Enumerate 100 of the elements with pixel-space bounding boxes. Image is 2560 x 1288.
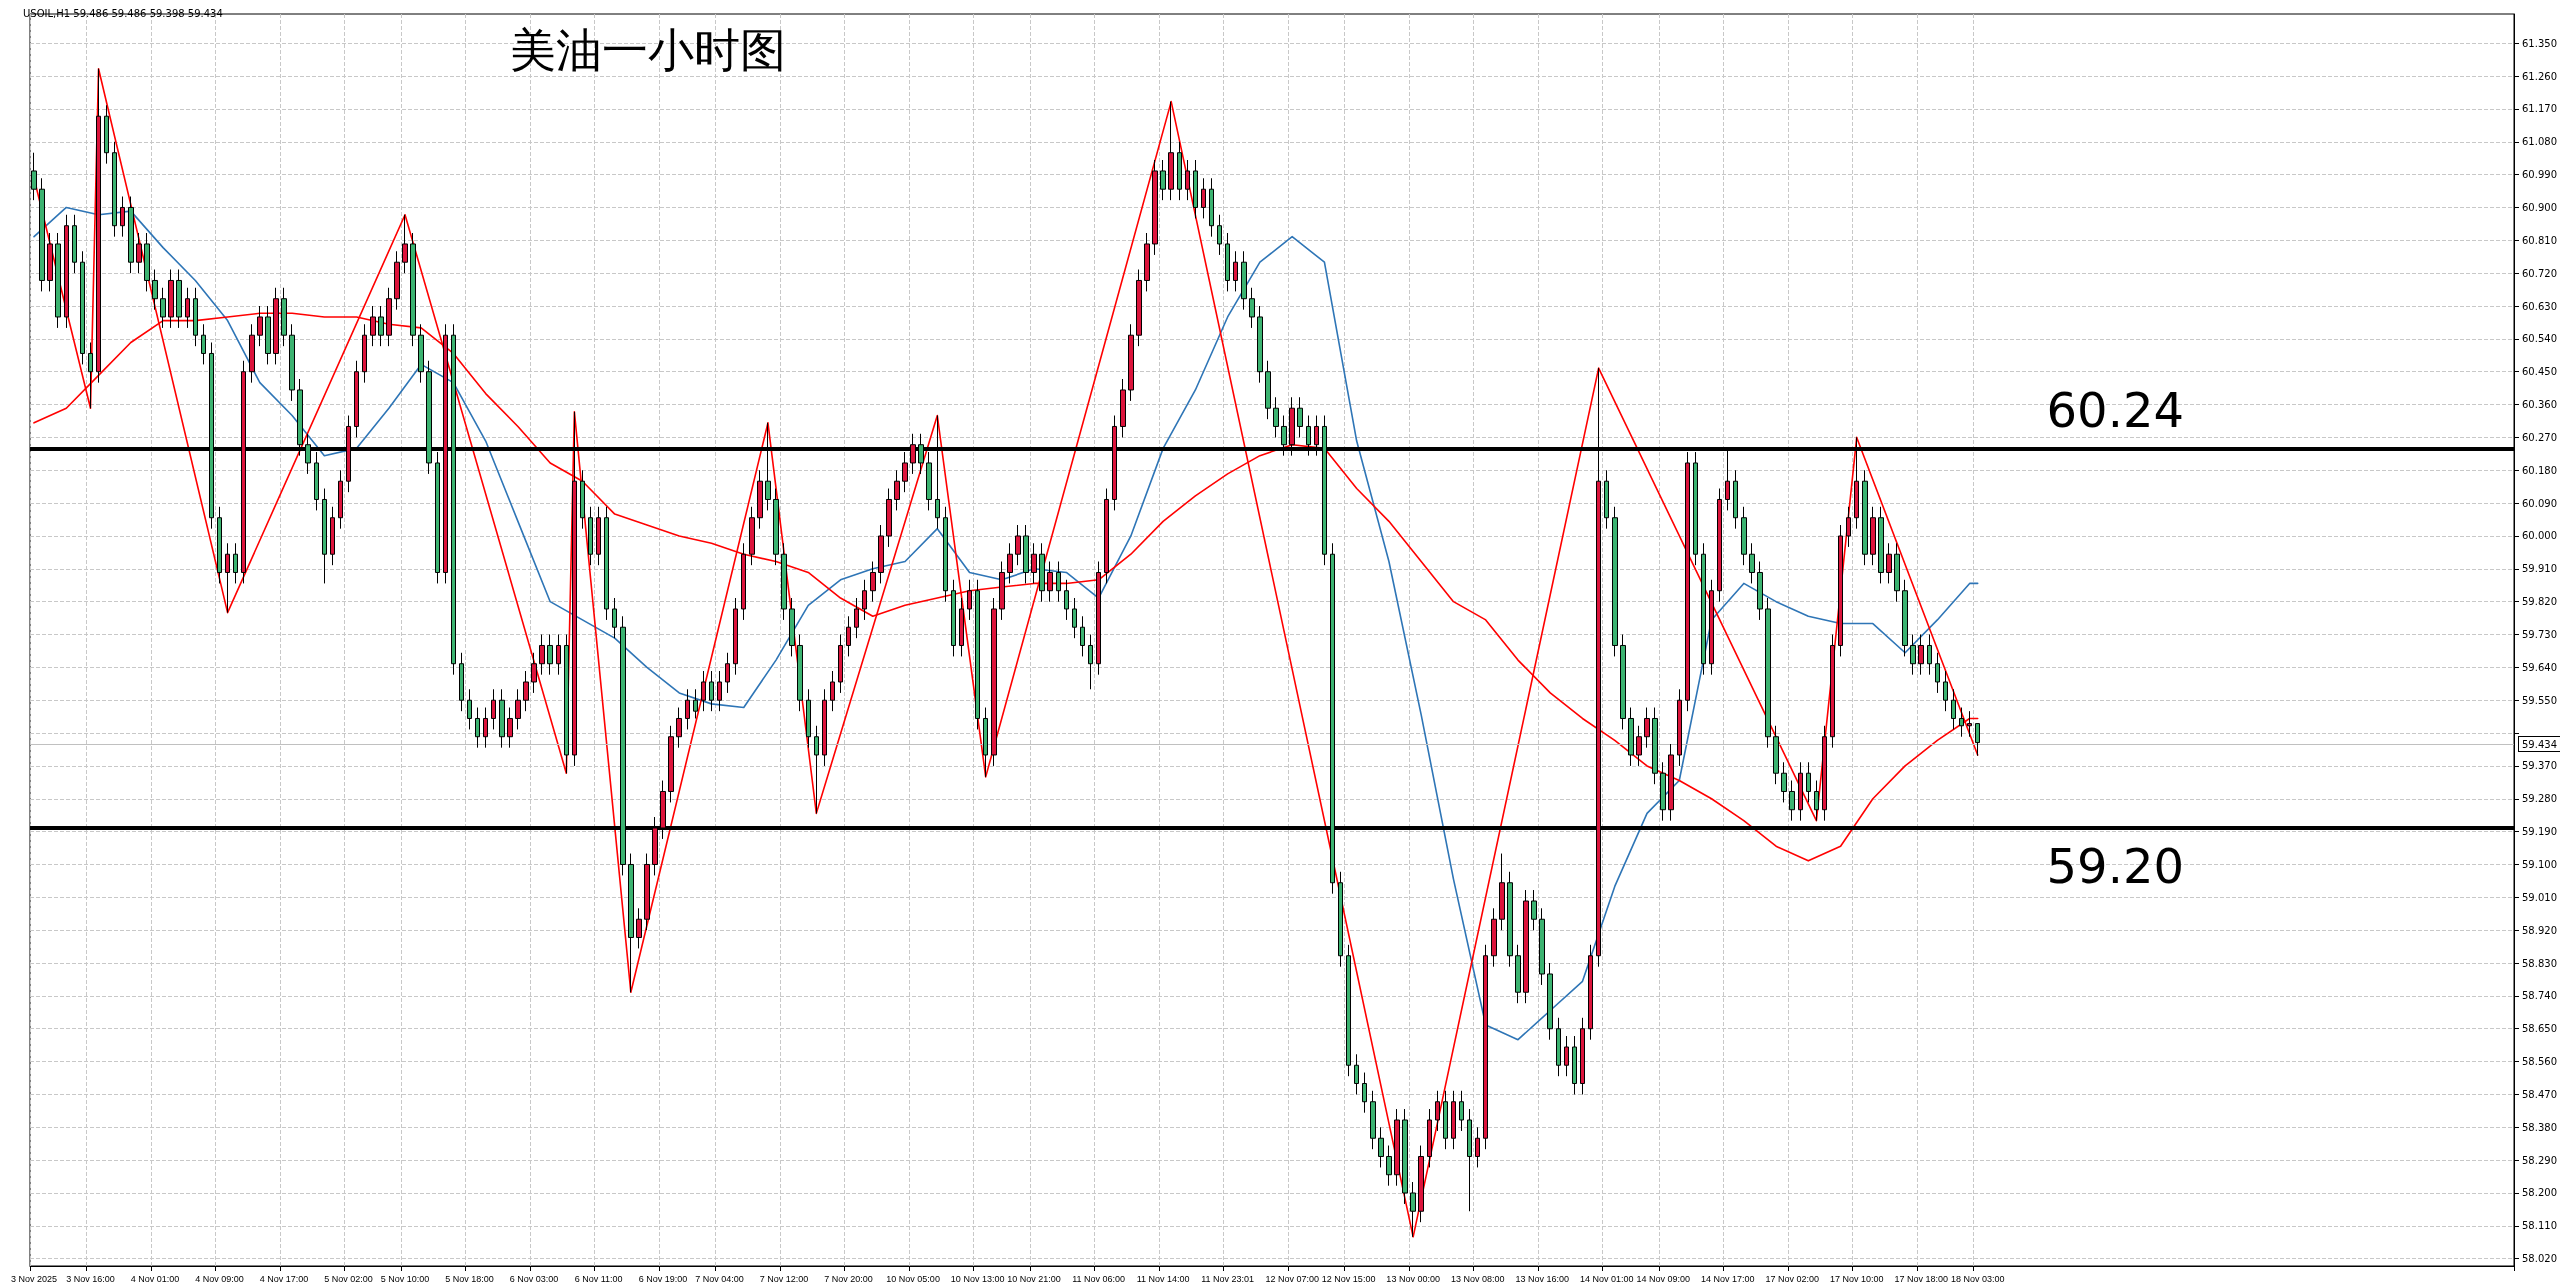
candlestick	[1136, 269, 1142, 347]
candlestick	[1798, 761, 1803, 822]
candlestick	[1741, 506, 1747, 566]
x-tick-label: 6 Nov 11:00	[574, 1273, 623, 1284]
candlestick	[1838, 524, 1843, 657]
x-tick-label: 7 Nov 04:00	[695, 1273, 744, 1284]
x-tick-label: 5 Nov 18:00	[445, 1273, 494, 1284]
candlestick	[257, 305, 263, 347]
y-tick-label: 58.740	[2522, 990, 2557, 1002]
candlestick	[1491, 907, 1497, 968]
candlestick	[273, 287, 279, 365]
candlestick	[797, 634, 803, 712]
candlestick	[104, 104, 109, 165]
candlestick	[838, 634, 843, 694]
candlestick	[1056, 561, 1061, 603]
x-tick-label: 14 Nov 09:00	[1636, 1273, 1690, 1284]
y-tick-label: 60.000	[2522, 530, 2557, 542]
ref-line-label: 59.20	[2046, 837, 2184, 894]
candlestick	[168, 269, 174, 329]
candlestick	[1765, 597, 1771, 749]
candlestick	[878, 524, 884, 584]
candlestick	[378, 305, 384, 347]
chart-title: 美油一小时图	[510, 23, 786, 77]
candlestick	[628, 853, 634, 993]
candlestick	[289, 323, 295, 402]
candlestick	[1402, 1108, 1408, 1205]
x-tick-label: 3 Nov 2025	[11, 1273, 58, 1284]
candlestick	[55, 232, 61, 329]
ref-line-label: 59.434	[2522, 738, 2557, 750]
y-tick-label: 60.810	[2522, 234, 2557, 246]
candlestick	[1717, 488, 1722, 603]
candlestick	[1547, 962, 1553, 1041]
candlestick	[491, 688, 496, 730]
candlestick	[967, 579, 972, 621]
candlestick	[1830, 634, 1835, 749]
candlestick	[96, 68, 101, 384]
candlestick	[846, 615, 851, 657]
y-tick-label: 59.190	[2522, 826, 2557, 838]
candlestick	[418, 323, 424, 384]
y-tick-label: 60.900	[2522, 201, 2557, 213]
x-tick-label: 4 Nov 09:00	[195, 1273, 244, 1284]
candlestick	[1757, 561, 1763, 621]
candlestick	[1104, 488, 1109, 584]
x-tick-label: 17 Nov 02:00	[1765, 1273, 1819, 1284]
candlestick	[1459, 1090, 1464, 1132]
x-tick-label: 11 Nov 23:01	[1201, 1273, 1255, 1284]
candlestick	[136, 232, 142, 274]
y-tick-label: 58.920	[2522, 924, 2557, 936]
candlestick	[128, 196, 134, 274]
candlestick	[160, 287, 166, 329]
candlestick	[1096, 561, 1101, 676]
x-tick-label: 5 Nov 10:00	[380, 1273, 430, 1284]
candlestick	[1967, 710, 1972, 738]
candlestick	[1749, 542, 1755, 584]
candlestick	[193, 287, 198, 347]
candlestick	[362, 323, 367, 384]
candlestick	[88, 342, 93, 409]
y-tick-label: 58.650	[2522, 1023, 2557, 1035]
candlestick	[1427, 1108, 1432, 1168]
candlestick	[636, 907, 642, 949]
candlestick	[1080, 615, 1085, 657]
candlestick	[1862, 469, 1868, 566]
x-tick-label: 17 Nov 10:00	[1829, 1273, 1884, 1284]
y-tick-label: 59.010	[2522, 891, 2557, 903]
y-tick-label: 59.280	[2522, 793, 2557, 805]
candlestick	[1217, 214, 1222, 256]
candlestick	[1668, 743, 1674, 822]
candlestick	[693, 688, 698, 719]
candlestick	[1951, 688, 1956, 730]
candlestick	[1814, 780, 1819, 822]
candlestick	[975, 579, 980, 730]
candlestick	[1451, 1090, 1456, 1150]
candlestick	[1870, 506, 1876, 566]
candlestick	[1297, 396, 1303, 438]
candlestick	[1894, 542, 1900, 603]
candlestick	[394, 250, 400, 311]
candlestick	[483, 707, 488, 749]
candlestick	[749, 506, 755, 566]
candlestick	[1394, 1108, 1400, 1187]
candlestick	[1064, 579, 1069, 621]
x-tick-label: 13 Nov 00:00	[1386, 1273, 1440, 1284]
candlestick	[1128, 323, 1134, 402]
candlestick	[1201, 177, 1206, 219]
y-tick-label: 60.360	[2522, 399, 2557, 411]
candlestick	[814, 725, 819, 814]
candlestick	[741, 542, 746, 621]
candlestick	[1523, 889, 1529, 1004]
candlestick	[1039, 542, 1045, 603]
candlestick	[1943, 670, 1948, 712]
candlestick	[80, 250, 85, 365]
candlestick	[1636, 725, 1642, 767]
candlestick	[201, 323, 206, 365]
candlestick	[1386, 1145, 1392, 1187]
candlestick	[1483, 944, 1488, 1150]
candlestick	[1580, 1017, 1585, 1095]
candlestick	[709, 670, 714, 712]
candlestick	[64, 214, 69, 329]
candlestick	[1709, 579, 1714, 676]
candlestick	[1499, 853, 1505, 931]
candlestick	[1475, 1126, 1480, 1168]
